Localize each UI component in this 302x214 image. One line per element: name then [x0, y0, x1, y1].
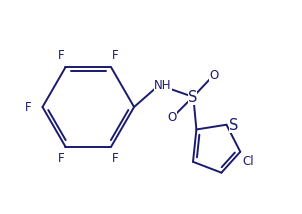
- Text: O: O: [167, 111, 177, 124]
- Text: O: O: [209, 69, 218, 82]
- Text: NH: NH: [154, 79, 172, 92]
- Text: F: F: [58, 152, 65, 165]
- Text: S: S: [229, 118, 238, 133]
- Text: F: F: [112, 152, 118, 165]
- Text: F: F: [58, 49, 65, 62]
- Text: F: F: [112, 49, 118, 62]
- Text: Cl: Cl: [243, 155, 254, 168]
- Text: F: F: [25, 101, 32, 113]
- Text: S: S: [188, 90, 198, 105]
